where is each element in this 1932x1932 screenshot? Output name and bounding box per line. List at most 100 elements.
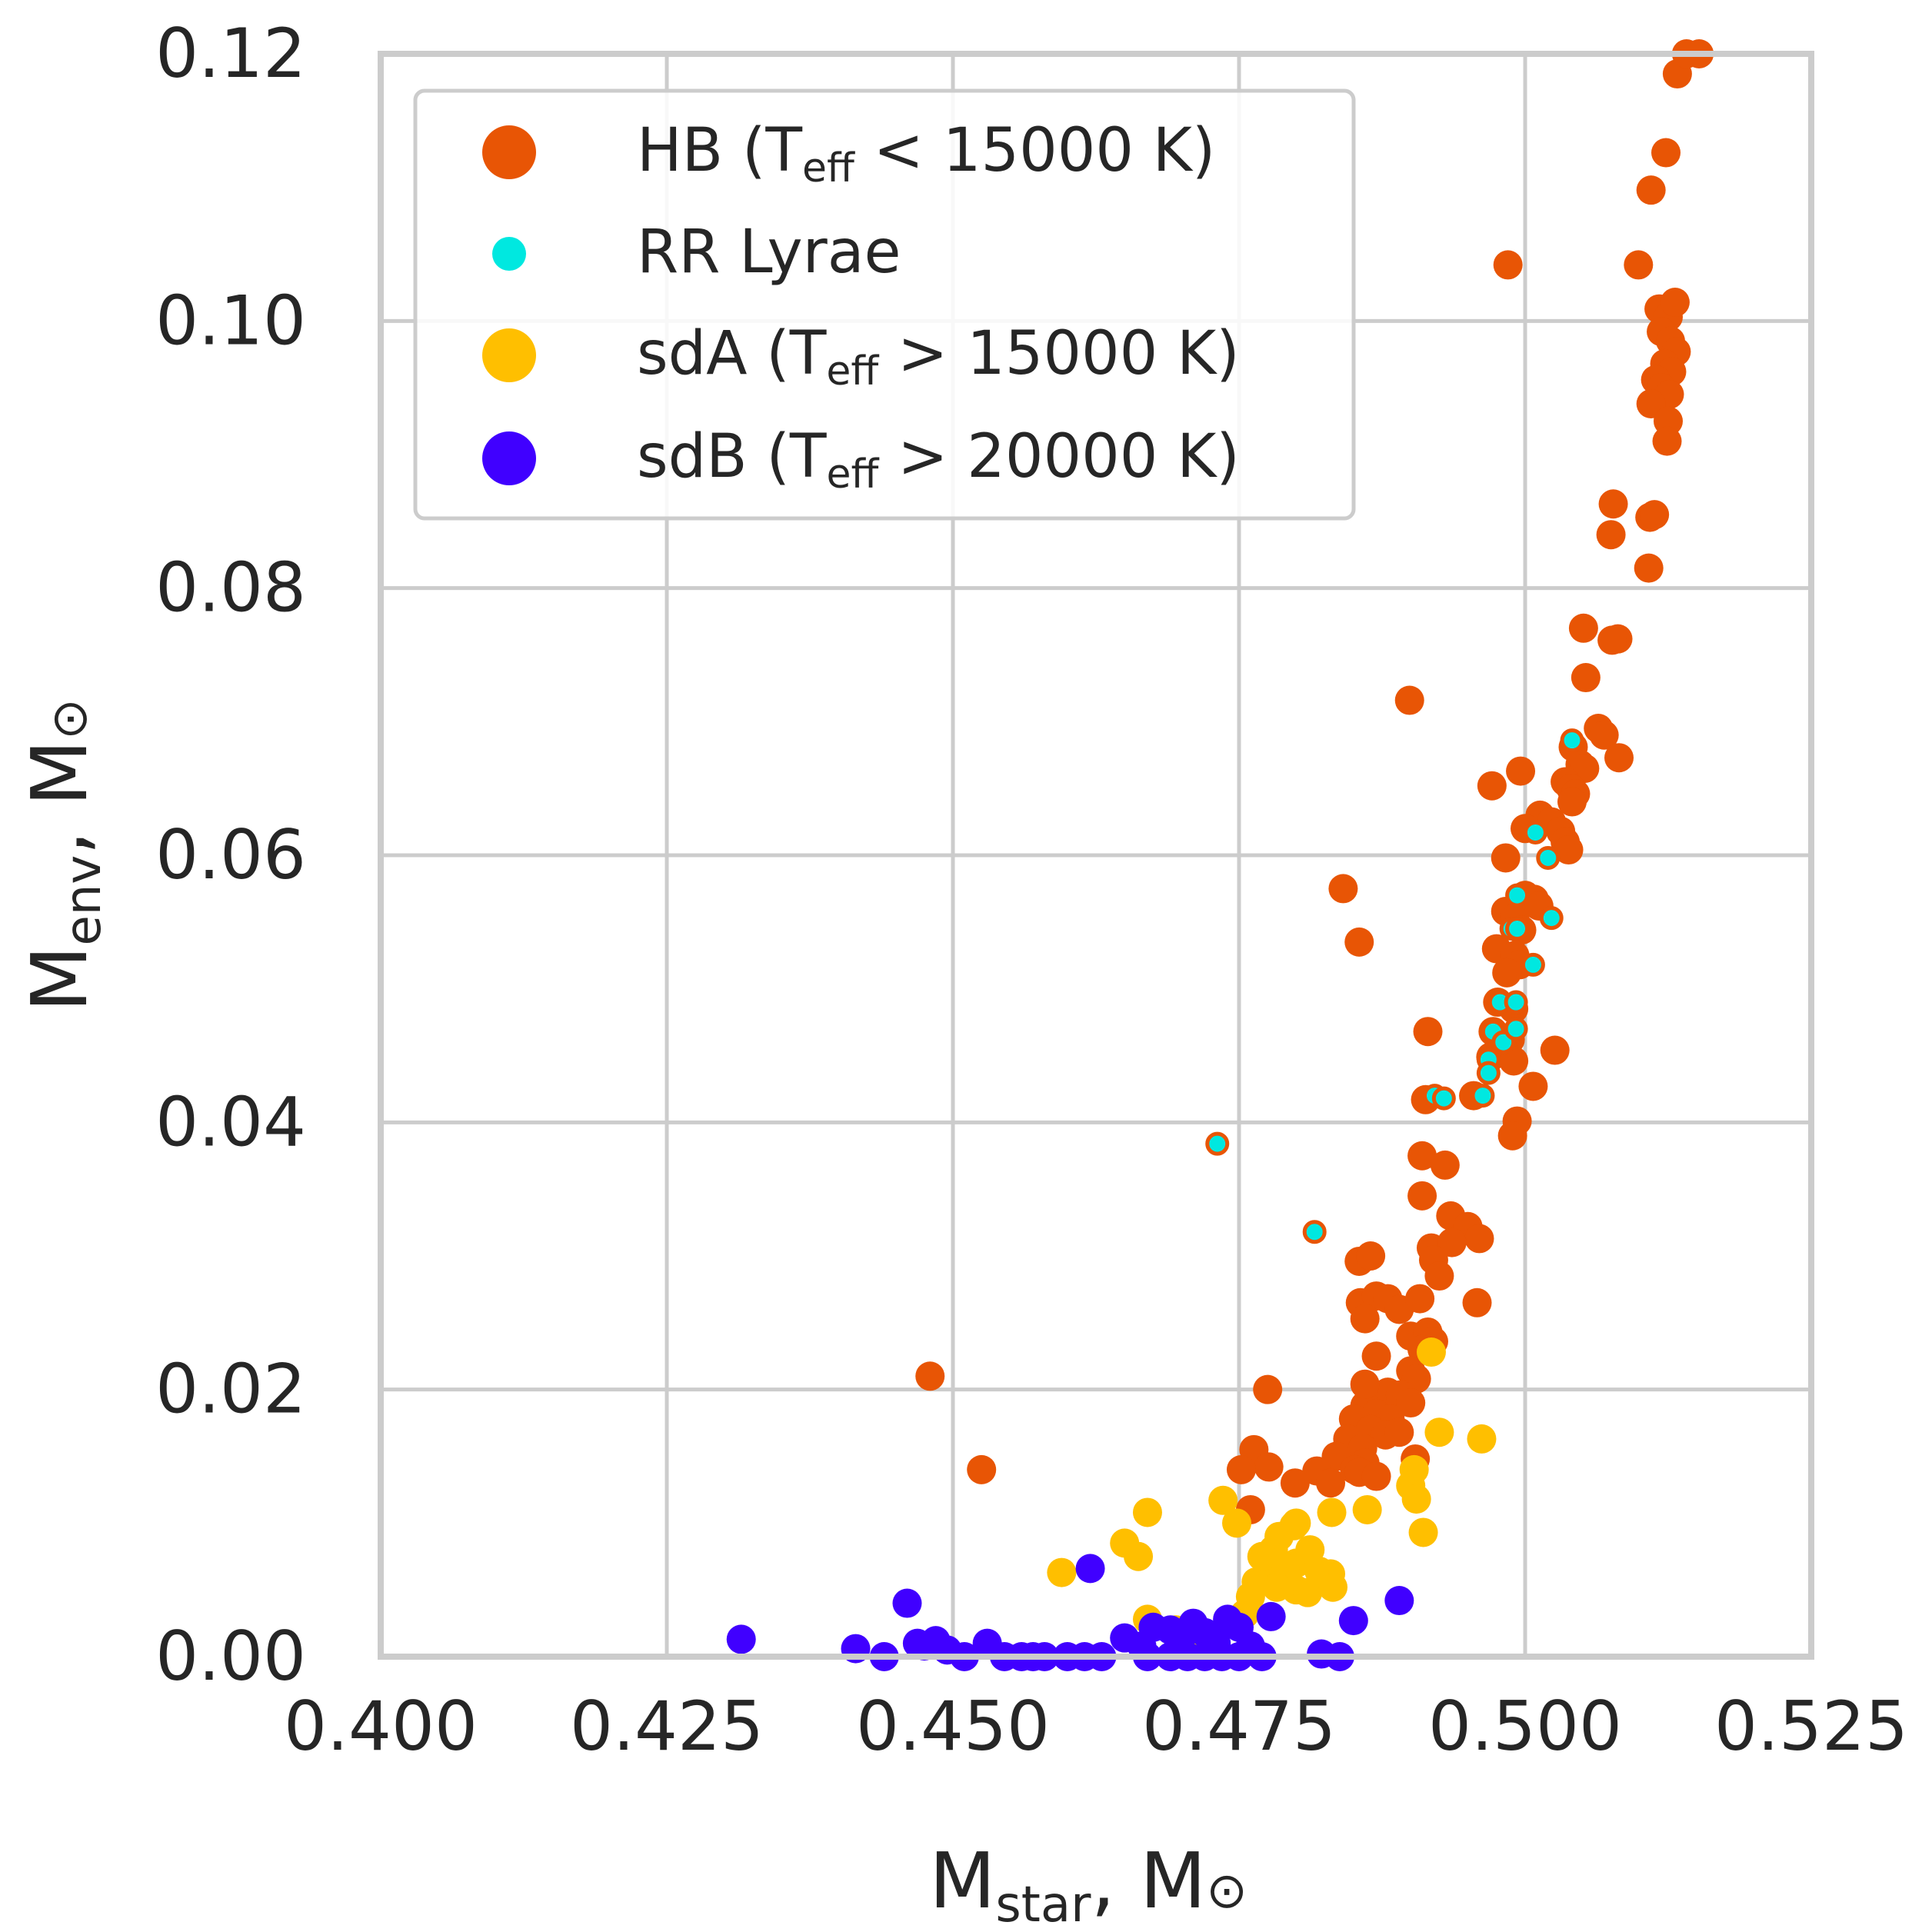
point-sda-5 xyxy=(1401,1484,1431,1514)
point-hb-24 xyxy=(1640,500,1670,530)
point-hb-127 xyxy=(1280,1468,1310,1498)
point-hb-86 xyxy=(1462,1287,1492,1317)
tick-labels: 0.400 0.425 0.450 0.475 0.500 0.525 0.00 0.02 0.… xyxy=(155,14,1908,1766)
point-hb-72 xyxy=(1344,927,1374,957)
point-hb-64 xyxy=(1540,1035,1570,1065)
point-hb-78 xyxy=(1407,1181,1437,1211)
point-sda-0 xyxy=(1416,1337,1446,1367)
point-rr-lyrae-5 xyxy=(1505,917,1530,941)
point-sda-34 xyxy=(1281,1508,1311,1538)
point-hb-123 xyxy=(1350,1369,1380,1399)
x-tick-label-4: 0.500 xyxy=(1428,1687,1622,1766)
point-hb-104 xyxy=(1396,1388,1426,1418)
point-rr-lyrae-19 xyxy=(1205,1131,1230,1156)
y-tick-label-3: 0.06 xyxy=(155,815,306,894)
y-axis-label-tail: , M xyxy=(15,740,105,855)
y-tick-label-2: 0.04 xyxy=(155,1082,306,1161)
point-sda-8 xyxy=(1352,1494,1382,1524)
point-rr-lyrae-7 xyxy=(1521,952,1545,977)
point-hb-126 xyxy=(1226,1454,1256,1484)
point-sda-12 xyxy=(1132,1497,1162,1527)
point-sda-28 xyxy=(1318,1572,1348,1602)
point-sdb-39 xyxy=(1075,1554,1105,1584)
point-hb-5 xyxy=(1651,138,1681,168)
point-sdb-0 xyxy=(726,1624,756,1654)
point-hb-28 xyxy=(1597,625,1627,655)
point-hb-93 xyxy=(1405,1284,1435,1314)
point-hb-65 xyxy=(1518,1071,1548,1101)
point-sda-6 xyxy=(1408,1517,1438,1547)
point-hb-56 xyxy=(1492,958,1522,988)
point-hb-6 xyxy=(1636,175,1666,205)
point-hb-26 xyxy=(1568,613,1598,643)
point-sda-10 xyxy=(1222,1508,1252,1538)
y-tick-label-4: 0.08 xyxy=(155,548,306,628)
point-rr-lyrae-15 xyxy=(1471,1084,1495,1108)
x-axis-label-main: M xyxy=(929,1836,995,1926)
y-tick-label-0: 0.00 xyxy=(155,1617,306,1696)
point-sdb-37 xyxy=(1338,1606,1368,1636)
x-tick-label-0: 0.400 xyxy=(284,1687,478,1766)
x-axis-label-tail: , M xyxy=(1091,1836,1206,1926)
x-tick-label-3: 0.475 xyxy=(1142,1687,1336,1766)
y-axis-label-main: M xyxy=(15,946,105,1012)
point-rr-lyrae-17 xyxy=(1431,1086,1456,1111)
x-axis-label-sub: star xyxy=(995,1877,1091,1932)
point-hb-73 xyxy=(1413,1017,1443,1047)
point-sdb-34 xyxy=(1256,1601,1286,1631)
point-hb-1 xyxy=(1624,250,1654,280)
x-tick-label-2: 0.450 xyxy=(856,1687,1050,1766)
legend-label-rr-lyrae: RR Lyrae xyxy=(637,218,901,287)
point-sda-15 xyxy=(1047,1557,1077,1587)
point-hb-9 xyxy=(1660,288,1690,318)
point-hb-76 xyxy=(1407,1141,1437,1171)
point-hb-130 xyxy=(967,1454,997,1484)
point-hb-77 xyxy=(1430,1150,1460,1180)
point-hb-88 xyxy=(1356,1241,1386,1271)
legend-marker-sda xyxy=(482,328,536,382)
x-tick-label-1: 0.425 xyxy=(570,1687,764,1766)
point-sda-9 xyxy=(1208,1485,1238,1515)
point-rr-lyrae-1 xyxy=(1523,820,1547,844)
point-hb-32 xyxy=(1604,743,1634,773)
point-hb-67 xyxy=(1497,1121,1527,1151)
point-hb-94 xyxy=(1350,1304,1380,1334)
point-hb-0 xyxy=(1493,250,1523,280)
x-axis-label-sym: ⊙ xyxy=(1206,1863,1247,1920)
point-hb-99 xyxy=(1361,1341,1391,1371)
point-hb-125 xyxy=(1254,1452,1284,1482)
point-hb-25 xyxy=(1634,553,1664,583)
point-hb-21 xyxy=(1598,489,1628,519)
point-hb-68 xyxy=(1477,771,1507,801)
point-hb-39 xyxy=(1557,787,1587,817)
plot-frame xyxy=(378,51,1814,1660)
point-sda-1 xyxy=(1424,1417,1454,1447)
point-hb-129 xyxy=(915,1361,945,1391)
point-hb-22 xyxy=(1596,520,1626,550)
point-rr-lyrae-9 xyxy=(1504,990,1528,1014)
point-hb-71 xyxy=(1328,874,1358,904)
y-tick-label-5: 0.10 xyxy=(155,281,306,360)
point-rr-lyrae-0 xyxy=(1560,728,1584,753)
point-hb-20 xyxy=(1652,426,1682,456)
point-sda-26 xyxy=(1293,1577,1323,1607)
point-rr-lyrae-2 xyxy=(1536,845,1561,870)
point-hb-29 xyxy=(1571,663,1601,693)
legend-label-sda: sdA (Teff > 15000 K) xyxy=(637,319,1240,395)
point-hb-85 xyxy=(1424,1261,1454,1291)
legend-box xyxy=(413,88,1356,521)
x-tick-label-5: 0.525 xyxy=(1714,1687,1908,1766)
point-sda-2 xyxy=(1467,1424,1497,1454)
point-sda-14 xyxy=(1124,1541,1154,1571)
point-hb-70 xyxy=(1394,685,1424,715)
y-tick-label-6: 0.12 xyxy=(155,14,306,93)
point-hb-69 xyxy=(1506,756,1536,786)
y-axis-label-sym: ⊙ xyxy=(42,698,98,740)
x-axis-label: Mstar, M⊙ xyxy=(929,1836,1247,1932)
point-rr-lyrae-14 xyxy=(1476,1061,1501,1085)
point-sdb-38 xyxy=(1384,1586,1414,1616)
y-axis-label: Menv, M⊙ xyxy=(15,698,112,1012)
point-sda-36 xyxy=(1295,1535,1325,1565)
point-hb-31 xyxy=(1589,720,1619,750)
